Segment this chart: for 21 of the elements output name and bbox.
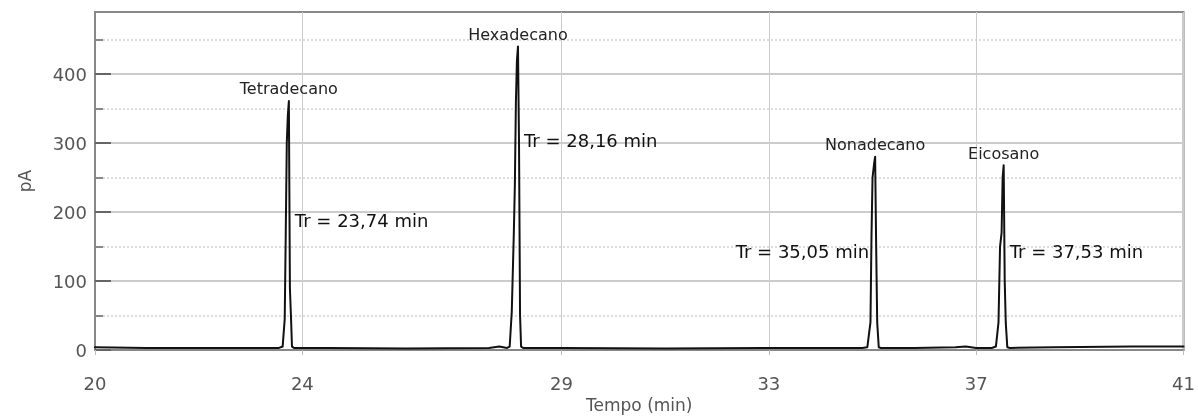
annotation: Tr = 28,16 min	[522, 130, 658, 152]
y-tick-label: 200	[52, 201, 87, 223]
annotation: Tr = 37,53 min	[1008, 240, 1144, 262]
y-tick-label: 400	[52, 63, 87, 85]
x-tick-label: 37	[964, 372, 988, 394]
annotation: Tetradecano	[238, 79, 338, 99]
x-tick-label: 20	[83, 372, 107, 394]
y-axis-title: pA	[14, 169, 35, 193]
x-tick-label: 33	[757, 372, 781, 394]
annotation: Nonadecano	[825, 135, 926, 155]
annotation: Tr = 35,05 min	[734, 240, 870, 262]
x-tick-label: 41	[1172, 372, 1195, 394]
annotation: Tr = 23,74 min	[293, 209, 429, 231]
y-tick-label: 300	[52, 132, 87, 154]
x-tick-label: 24	[290, 372, 314, 394]
y-tick-label: 0	[75, 339, 87, 361]
annotation: Hexadecano	[468, 24, 568, 44]
x-axis-title: Tempo (min)	[585, 395, 693, 416]
x-tick-label: 29	[550, 372, 573, 394]
annotation: Eicosano	[968, 143, 1040, 163]
y-tick-label: 100	[52, 270, 87, 292]
